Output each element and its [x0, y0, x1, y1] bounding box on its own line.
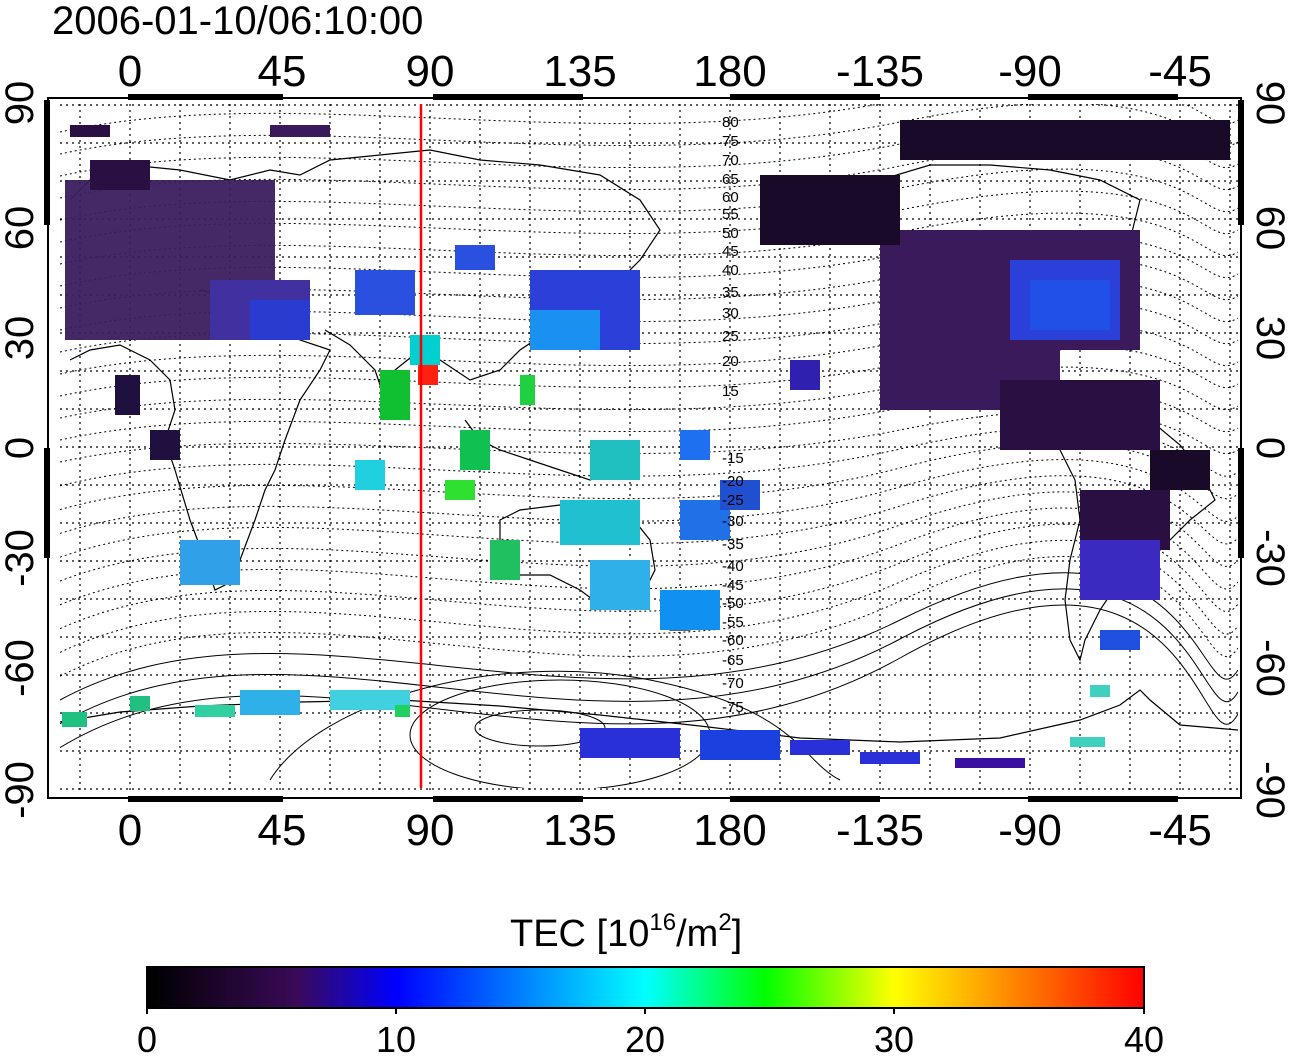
- y-tick-label: 0: [0, 437, 42, 459]
- x-tick-label: -90: [998, 806, 1062, 855]
- y-tick-label: -90: [1248, 761, 1292, 819]
- colorbar-tick-label: 40: [1124, 1019, 1164, 1057]
- x-tick-label: -45: [1148, 47, 1212, 96]
- y-tick-label: 30: [0, 316, 42, 361]
- y-tick-label: 30: [1248, 316, 1292, 361]
- contour-line: [60, 539, 1238, 653]
- contour-line: [60, 104, 1238, 133]
- colorbar-gradient: [146, 966, 1145, 1009]
- contour-label: 60: [722, 189, 739, 206]
- contour-label: 30: [722, 305, 739, 322]
- y-tick-label: -30: [0, 529, 42, 587]
- y-tick-label: 90: [0, 81, 42, 126]
- contour-label: -45: [722, 577, 744, 594]
- y-tick-label: -90: [0, 761, 42, 819]
- contour-line: [60, 300, 1238, 353]
- x-tick-label: 180: [693, 47, 766, 96]
- contour-label: -55: [722, 614, 744, 631]
- contour-label: -50: [722, 595, 744, 612]
- y-tick-label: -60: [1248, 639, 1292, 697]
- contour-line: [60, 388, 1238, 441]
- contour-label: 40: [722, 262, 739, 279]
- contour-label: 45: [722, 243, 739, 260]
- contour-line: [60, 410, 1238, 463]
- x-tick-label: -90: [998, 47, 1062, 96]
- y-tick-label: 0: [1248, 437, 1292, 459]
- contour-line: [60, 234, 1238, 287]
- x-tick-label: -135: [836, 47, 924, 96]
- timestamp-title: 2006-01-10/06:10:00: [52, 0, 423, 43]
- x-tick-label: 0: [118, 806, 142, 855]
- x-tick-labels-bottom: 0 45 90 135 180 -135 -90 -45: [118, 806, 1212, 855]
- contour-line: [60, 256, 1238, 309]
- x-tick-label: 45: [258, 806, 307, 855]
- contour-label: 15: [722, 383, 739, 400]
- contour-line: [60, 278, 1238, 331]
- x-tick-label: 0: [118, 47, 142, 96]
- colorbar-ticks: 0 10 20 30 40: [137, 1008, 1164, 1057]
- contour-label: -20: [722, 473, 744, 490]
- colorbar-tick-label: 10: [376, 1019, 416, 1057]
- contour-label: 35: [722, 284, 739, 301]
- contour-label: 80: [722, 114, 739, 131]
- y-tick-label: 60: [0, 206, 42, 251]
- x-tick-label: 180: [693, 806, 766, 855]
- contour-label: -25: [722, 492, 744, 509]
- y-tick-label: -60: [0, 639, 42, 697]
- contour-line: [60, 459, 1238, 534]
- y-tick-labels-right: 90 60 30 0 -30 -60 -90: [1248, 81, 1292, 819]
- contour-line: [60, 507, 1238, 606]
- contour-line: [60, 366, 1238, 419]
- contour-label: -30: [722, 513, 744, 530]
- contour-line: [60, 572, 1238, 701]
- y-tick-label: -30: [1248, 529, 1292, 587]
- colorbar-title: TEC [1016/m2]: [510, 909, 742, 955]
- x-tick-labels-top: 0 45 90 135 180 -135 -90 -45: [118, 47, 1212, 96]
- colorbar: TEC [1016/m2] 0 10 20 30 40: [137, 909, 1164, 1057]
- contour-label: 25: [722, 328, 739, 345]
- y-tick-label: 60: [1248, 206, 1292, 251]
- x-tick-label: 135: [543, 47, 616, 96]
- colorbar-tick-label: 0: [137, 1019, 157, 1057]
- contour-label: 70: [722, 152, 739, 169]
- x-tick-label: 90: [406, 806, 455, 855]
- contour-label: 75: [722, 133, 739, 150]
- x-tick-label: 45: [258, 47, 307, 96]
- axis-bars: [44, 94, 1244, 802]
- contour-label: -65: [722, 652, 744, 669]
- contour-line: [60, 588, 1238, 725]
- x-tick-label: 90: [406, 47, 455, 96]
- x-tick-label: -45: [1148, 806, 1212, 855]
- contour-label: -40: [722, 558, 744, 575]
- contour-label: -35: [722, 536, 744, 553]
- contour-label: -70: [722, 675, 744, 692]
- contour-label: -75: [722, 699, 744, 716]
- contour-label: -15: [722, 450, 744, 467]
- contour-line: [60, 523, 1238, 630]
- contour-line: [60, 322, 1238, 375]
- contour-label: 20: [722, 353, 739, 370]
- x-tick-label: 135: [543, 806, 616, 855]
- contour-label: -60: [722, 632, 744, 649]
- y-tick-label: 90: [1248, 81, 1292, 126]
- x-tick-label: -135: [836, 806, 924, 855]
- contour-label: 55: [722, 206, 739, 223]
- tec-data-cells: [62, 120, 1230, 768]
- contour-line: [60, 212, 1238, 265]
- colorbar-tick-label: 30: [874, 1019, 914, 1057]
- contour-line: [60, 475, 1238, 558]
- contour-label: 65: [722, 171, 739, 188]
- contour-label: 50: [722, 225, 739, 242]
- colorbar-tick-label: 20: [625, 1019, 665, 1057]
- y-tick-labels-left: 90 60 30 0 -30 -60 -90: [0, 81, 42, 819]
